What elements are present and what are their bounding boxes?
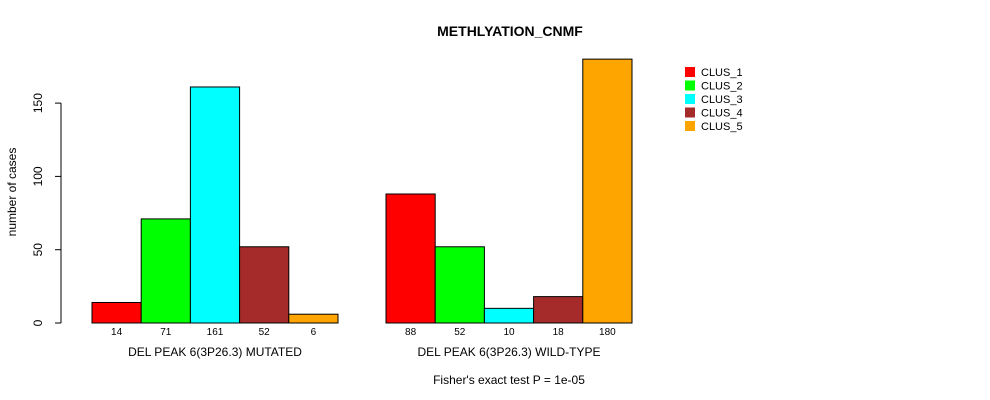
- y-tick-label: 100: [31, 166, 45, 186]
- y-tick-label: 150: [31, 93, 45, 113]
- y-axis: 0 50 100 150: [31, 93, 62, 326]
- bar-clus-4: [533, 296, 584, 324]
- bar-clus-5: [582, 58, 633, 324]
- legend-label: CLUS_1: [701, 67, 743, 79]
- bar-count-label: 14: [111, 327, 123, 338]
- legend-label: CLUS_2: [701, 81, 743, 93]
- legend-swatch: [685, 80, 695, 91]
- chart-title: METHLYATION_CNMF: [437, 23, 583, 39]
- legend-swatch: [685, 121, 695, 131]
- legend-swatch: [685, 67, 695, 77]
- bar-clus-3: [189, 86, 241, 324]
- y-axis-label: number of cases: [5, 148, 19, 237]
- bar-clus-2: [140, 218, 191, 324]
- bar-count-label: 71: [160, 327, 172, 338]
- bars-layer: [91, 58, 633, 324]
- fisher-test-footnote: Fisher's exact test P = 1e-05: [433, 373, 585, 387]
- group-label-wild-type: DEL PEAK 6(3P26.3) WILD-TYPE: [418, 345, 601, 359]
- legend-label: CLUS_3: [701, 94, 743, 106]
- bar-count-label: 88: [405, 327, 417, 338]
- legend-label: CLUS_4: [701, 108, 743, 120]
- bar-count-labels: 14 71 161 52 6 88 52 10 18 180: [111, 327, 616, 338]
- y-tick-label: 50: [31, 243, 45, 257]
- bar-clus-3: [483, 307, 535, 324]
- bar-count-label: 18: [553, 327, 565, 338]
- bar-clus-4: [239, 246, 290, 324]
- bar-count-label: 10: [503, 327, 515, 338]
- bar-count-label: 180: [599, 327, 616, 338]
- bar-clus-1: [385, 193, 436, 324]
- bar-count-label: 52: [259, 327, 271, 338]
- group-label-mutated: DEL PEAK 6(3P26.3) MUTATED: [128, 345, 302, 359]
- bar-count-label: 52: [454, 327, 466, 338]
- legend-swatch: [685, 107, 695, 118]
- bar-clus-1: [91, 301, 142, 324]
- legend-label: CLUS_5: [701, 121, 743, 133]
- legend-swatch: [685, 94, 695, 104]
- bar-clus-2: [434, 246, 485, 324]
- bar-count-label: 161: [207, 327, 224, 338]
- y-tick-label: 0: [31, 319, 45, 326]
- bar-count-label: 6: [311, 327, 317, 338]
- bar-clus-5: [288, 313, 339, 324]
